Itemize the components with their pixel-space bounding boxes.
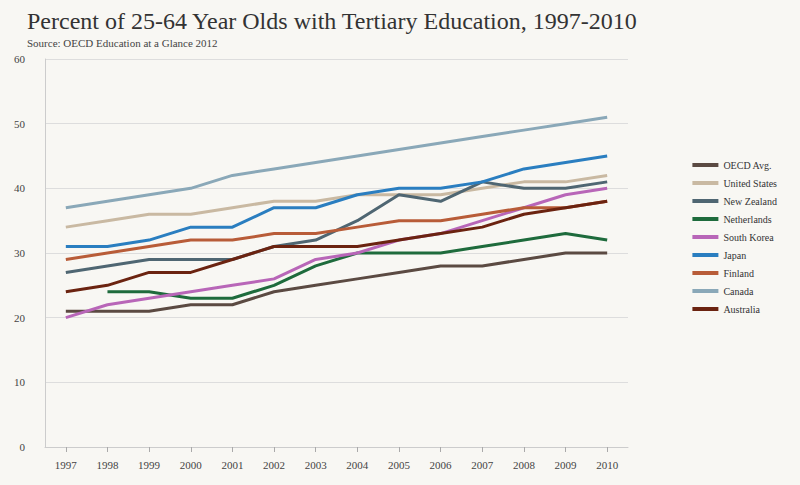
svg-text:Australia: Australia bbox=[723, 304, 760, 315]
svg-text:10: 10 bbox=[14, 376, 26, 388]
svg-text:0: 0 bbox=[20, 441, 26, 453]
svg-text:Finland: Finland bbox=[723, 268, 754, 279]
svg-text:2010: 2010 bbox=[596, 459, 619, 471]
svg-text:20: 20 bbox=[14, 312, 26, 324]
svg-text:60: 60 bbox=[14, 53, 26, 65]
svg-text:OECD Avg.: OECD Avg. bbox=[723, 160, 771, 171]
svg-text:1997: 1997 bbox=[55, 459, 78, 471]
svg-text:1999: 1999 bbox=[138, 459, 161, 471]
svg-text:40: 40 bbox=[14, 182, 26, 194]
svg-text:2001: 2001 bbox=[221, 459, 243, 471]
svg-text:Japan: Japan bbox=[723, 250, 746, 261]
svg-text:30: 30 bbox=[14, 247, 26, 259]
svg-text:50: 50 bbox=[14, 118, 26, 130]
svg-text:Percent of 25-64 Year Olds wit: Percent of 25-64 Year Olds with Tertiary… bbox=[27, 8, 637, 34]
svg-text:2007: 2007 bbox=[471, 459, 494, 471]
svg-text:United States: United States bbox=[723, 178, 777, 189]
svg-text:2009: 2009 bbox=[555, 459, 578, 471]
svg-text:South Korea: South Korea bbox=[723, 232, 774, 243]
svg-text:New Zealand: New Zealand bbox=[723, 196, 777, 207]
svg-text:2005: 2005 bbox=[388, 459, 411, 471]
svg-text:Canada: Canada bbox=[723, 286, 754, 297]
svg-text:1998: 1998 bbox=[96, 459, 119, 471]
svg-text:2003: 2003 bbox=[305, 459, 328, 471]
svg-text:2002: 2002 bbox=[263, 459, 285, 471]
svg-text:2004: 2004 bbox=[346, 459, 369, 471]
svg-text:2008: 2008 bbox=[513, 459, 536, 471]
svg-text:2006: 2006 bbox=[430, 459, 453, 471]
svg-text:Netherlands: Netherlands bbox=[723, 214, 771, 225]
svg-text:Source: OECD Education at a Gl: Source: OECD Education at a Glance 2012 bbox=[27, 37, 218, 49]
svg-text:2000: 2000 bbox=[180, 459, 203, 471]
